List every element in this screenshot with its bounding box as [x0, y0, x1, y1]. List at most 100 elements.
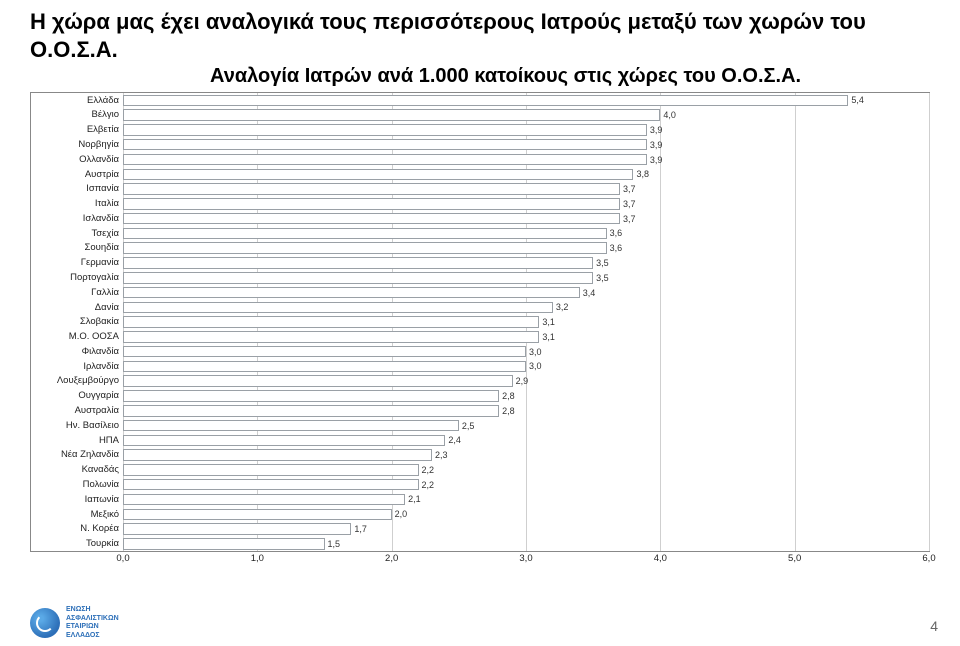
- bar: 3,4: [123, 287, 580, 299]
- bar-value-label: 5,4: [851, 95, 864, 105]
- row-bar-area: 2,9: [123, 374, 929, 389]
- bar: 2,2: [123, 479, 419, 491]
- bar-value-label: 3,6: [610, 243, 623, 253]
- row-bar-area: 1,5: [123, 536, 929, 551]
- bar-value-label: 3,9: [650, 125, 663, 135]
- bar: 1,5: [123, 538, 325, 550]
- bar-value-label: 2,8: [502, 406, 515, 416]
- row-bar-area: 3,7: [123, 182, 929, 197]
- row-bar-area: 3,5: [123, 256, 929, 271]
- chart-row: Αυστραλία 2,8: [31, 403, 929, 418]
- row-label: Πολωνία: [31, 480, 123, 490]
- row-bar-area: 3,7: [123, 196, 929, 211]
- chart-row: Ουγγαρία 2,8: [31, 389, 929, 404]
- row-bar-area: 3,9: [123, 137, 929, 152]
- row-label: Φιλανδία: [31, 347, 123, 357]
- chart-row: Ην. Βασίλειο2,5: [31, 418, 929, 433]
- row-bar-area: 2,4: [123, 433, 929, 448]
- row-bar-area: 3,8: [123, 167, 929, 182]
- bar: 5,4: [123, 95, 848, 107]
- bar: 3,9: [123, 139, 647, 151]
- grid-line: [929, 93, 930, 551]
- x-tick-label: 6,0: [922, 553, 935, 564]
- x-tick-label: 1,0: [251, 553, 264, 564]
- row-label: Ουγγαρία: [31, 391, 123, 401]
- chart-row: Λουξεμβούργο2,9: [31, 374, 929, 389]
- bar-value-label: 3,7: [623, 199, 636, 209]
- row-bar-area: 3,6: [123, 226, 929, 241]
- bar: 3,2: [123, 302, 553, 314]
- row-bar-area: 3,0: [123, 359, 929, 374]
- chart-row: Ιρλανδία3,0: [31, 359, 929, 374]
- page-title: Η χώρα μας έχει αναλογικά τους περισσότε…: [30, 8, 930, 63]
- row-label: Πορτογαλία: [31, 273, 123, 283]
- bar: 3,8: [123, 169, 633, 181]
- bar: 3,7: [123, 198, 620, 210]
- bar-value-label: 2,0: [395, 509, 408, 519]
- row-bar-area: 3,6: [123, 241, 929, 256]
- x-tick-label: 0,0: [116, 553, 129, 564]
- chart-subtitle: Αναλογία Ιατρών ανά 1.000 κατοίκους στις…: [210, 65, 930, 88]
- row-bar-area: 3,9: [123, 152, 929, 167]
- row-bar-area: 2,2: [123, 477, 929, 492]
- row-label: Σλοβακία: [31, 317, 123, 327]
- row-label: Ολλανδία: [31, 155, 123, 165]
- row-label: Γερμανία: [31, 258, 123, 268]
- bar-value-label: 3,0: [529, 347, 542, 357]
- bar-value-label: 2,5: [462, 421, 475, 431]
- chart-row: Τσεχία3,6: [31, 226, 929, 241]
- row-bar-area: 4,0: [123, 108, 929, 123]
- row-label: Τσεχία: [31, 229, 123, 239]
- row-bar-area: 2,8: [123, 389, 929, 404]
- logo-text: ΕΝΩΣΗ ΑΣΦΑΛΙΣΤΙΚΩΝ ΕΤΑΙΡΙΩΝ ΕΛΛΑΔΟΣ: [66, 606, 119, 640]
- bar: 3,5: [123, 272, 593, 284]
- row-bar-area: 2,3: [123, 448, 929, 463]
- x-tick-label: 2,0: [385, 553, 398, 564]
- bar-value-label: 3,9: [650, 140, 663, 150]
- bar-value-label: 3,5: [596, 258, 609, 268]
- chart-row: Ιαπωνία2,1: [31, 492, 929, 507]
- chart-row: Τουρκία1,5: [31, 536, 929, 551]
- chart-row: Πολωνία2,2: [31, 477, 929, 492]
- row-label: Αυστραλία: [31, 406, 123, 416]
- row-bar-area: 3,9: [123, 123, 929, 138]
- row-label: Αυστρία: [31, 170, 123, 180]
- bar-value-label: 2,4: [448, 435, 461, 445]
- row-bar-area: 3,2: [123, 300, 929, 315]
- chart-row: Ελβετία 3,9: [31, 123, 929, 138]
- chart-rows: Ελλάδα5,4Βέλγιο4,0Ελβετία3,9Νορβηγία3,9Ο…: [31, 93, 929, 551]
- row-label: Ελβετία: [31, 125, 123, 135]
- row-label: ΗΠΑ: [31, 436, 123, 446]
- row-bar-area: 2,2: [123, 463, 929, 478]
- row-label: Ιαπωνία: [31, 495, 123, 505]
- bar: 3,1: [123, 316, 539, 328]
- chart-row: Σλοβακία3,1: [31, 315, 929, 330]
- row-label: Μεξικό: [31, 510, 123, 520]
- bar: 3,6: [123, 228, 607, 240]
- bar-value-label: 3,6: [610, 228, 623, 238]
- chart-row: Δανία3,2: [31, 300, 929, 315]
- chart-row: Νέα Ζηλανδία2,3: [31, 448, 929, 463]
- bar: 2,3: [123, 449, 432, 461]
- row-label: Νορβηγία: [31, 140, 123, 150]
- chart-row: Ολλανδία 3,9: [31, 152, 929, 167]
- bar-value-label: 2,8: [502, 391, 515, 401]
- row-label: Ην. Βασίλειο: [31, 421, 123, 431]
- row-label: Γαλλία: [31, 288, 123, 298]
- bar-value-label: 3,9: [650, 155, 663, 165]
- bar-value-label: 3,4: [583, 288, 596, 298]
- org-logo: ΕΝΩΣΗ ΑΣΦΑΛΙΣΤΙΚΩΝ ΕΤΑΙΡΙΩΝ ΕΛΛΑΔΟΣ: [30, 606, 119, 640]
- row-label: Τουρκία: [31, 539, 123, 549]
- chart-row: ΗΠΑ 2,4: [31, 433, 929, 448]
- bar: 2,5: [123, 420, 459, 432]
- chart-row: Γερμανία 3,5: [31, 256, 929, 271]
- chart-row: Σουηδία3,6: [31, 241, 929, 256]
- bar-value-label: 3,2: [556, 302, 569, 312]
- bar-value-label: 3,8: [636, 169, 649, 179]
- bar: 1,7: [123, 523, 351, 535]
- row-label: Νέα Ζηλανδία: [31, 450, 123, 460]
- bar: 3,0: [123, 346, 526, 358]
- row-bar-area: 5,4: [123, 93, 929, 108]
- bar-value-label: 3,5: [596, 273, 609, 283]
- row-bar-area: 3,1: [123, 315, 929, 330]
